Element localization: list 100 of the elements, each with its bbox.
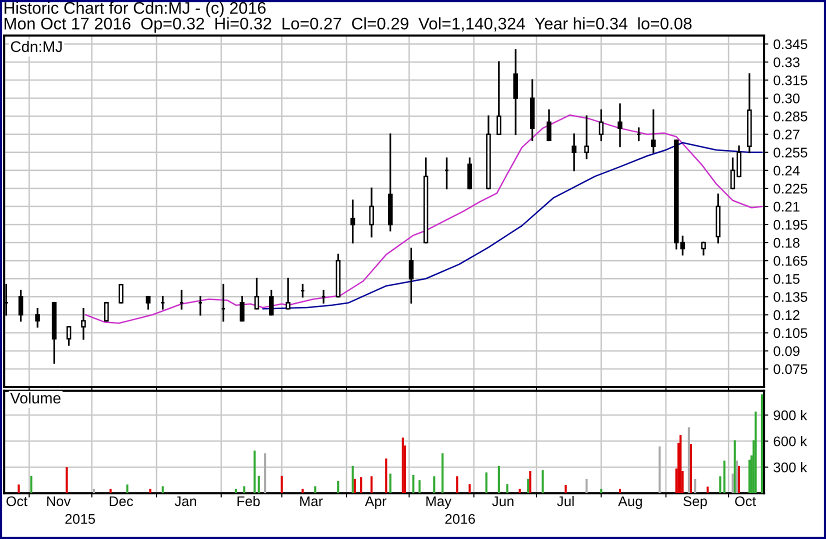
x-tick-label: Oct <box>735 496 756 506</box>
bar <box>732 474 734 494</box>
candlestick <box>546 109 552 142</box>
bar <box>337 481 340 494</box>
text: 2015 <box>65 514 95 524</box>
bar <box>402 438 404 494</box>
bar <box>370 476 373 494</box>
bar <box>498 466 500 494</box>
candlestick <box>66 326 72 346</box>
candlestick <box>254 278 260 310</box>
y-tick-label: 0.135 <box>774 292 808 302</box>
candlestick <box>35 308 40 328</box>
text: 2016 <box>445 514 475 524</box>
y-tick-label: 0.21 <box>774 202 800 212</box>
candlestick <box>598 109 604 142</box>
bar <box>456 476 458 494</box>
candlestick <box>104 302 109 322</box>
y-tick-label: 300 k <box>774 462 808 472</box>
chart-subtitle: Mon Oct 17 2016 Op=0.32 Hi=0.32 Lo=0.27 Cl=0.29 Vol=1,140,324 Year hi=0.34 lo=0.08 <box>4 17 692 33</box>
y-tick-label: 0.09 <box>774 346 800 356</box>
bar <box>30 476 32 494</box>
candlestick <box>369 188 374 238</box>
bar <box>680 435 682 494</box>
bar <box>738 466 740 494</box>
bar <box>280 476 283 494</box>
bar <box>162 486 164 494</box>
candlestick <box>408 248 414 304</box>
candlestick <box>286 278 290 310</box>
bar <box>258 476 260 494</box>
x-tick-label: Jul <box>557 496 574 506</box>
y-tick-label: 600 k <box>774 436 808 446</box>
bar <box>748 460 750 494</box>
candlestick <box>496 61 502 136</box>
y-tick-label: 0.18 <box>774 238 800 248</box>
bar <box>418 480 421 494</box>
y-axis-title: Volume <box>10 392 60 404</box>
bar <box>542 470 544 494</box>
bar <box>694 478 696 494</box>
bar <box>254 450 256 494</box>
y-tick-label: 0.315 <box>774 75 808 86</box>
y-tick-label: 900 k <box>774 410 808 420</box>
y-tick-label: 0.075 <box>774 364 808 374</box>
bar <box>412 474 414 494</box>
bar <box>734 440 736 494</box>
bar <box>66 467 68 494</box>
y-tick-label: 0.255 <box>774 148 808 158</box>
candlestick <box>81 308 86 340</box>
bar <box>360 477 362 494</box>
bar <box>760 394 764 494</box>
y-tick-label: 0.30 <box>774 93 800 104</box>
bar <box>723 460 726 494</box>
x-tick-label: Nov <box>47 496 71 506</box>
x-tick-label: May <box>426 496 452 509</box>
bar <box>385 458 388 494</box>
bar <box>314 486 316 494</box>
candlestick <box>651 109 656 154</box>
x-tick-label: Dec <box>110 496 134 506</box>
x-tick-label: Jun <box>492 496 514 506</box>
line-series <box>84 114 763 324</box>
candlestick <box>240 296 244 322</box>
candlestick <box>18 290 24 322</box>
bar <box>264 453 266 494</box>
candlestick <box>584 115 589 160</box>
bar <box>690 444 692 494</box>
y-tick-label: 0.285 <box>774 112 808 122</box>
bar <box>527 478 530 494</box>
bar <box>586 478 588 494</box>
y-tick-label: 0.105 <box>774 328 808 338</box>
bar <box>468 484 471 494</box>
candlestick <box>118 284 124 304</box>
bar <box>719 476 722 494</box>
bar <box>389 474 392 494</box>
bar <box>600 488 602 494</box>
y-tick-label: 0.225 <box>774 184 808 194</box>
bar <box>243 486 246 494</box>
x-tick-label: Jan <box>174 496 196 506</box>
bar <box>485 472 488 494</box>
candlestick <box>680 236 685 256</box>
bar <box>149 488 152 494</box>
candlestick <box>146 296 151 310</box>
bar <box>688 427 690 494</box>
bar <box>706 486 709 494</box>
x-tick-label: Aug <box>618 496 642 509</box>
y-tick-label: 0.12 <box>774 310 800 320</box>
candlestick <box>268 290 274 316</box>
candlestick <box>618 103 622 148</box>
y-tick-label: 0.195 <box>774 220 808 230</box>
y-tick-label: 0.165 <box>774 256 808 266</box>
y-tick-label: 0.33 <box>774 57 800 68</box>
candlestick <box>572 133 576 172</box>
candlestick <box>701 242 706 256</box>
bar <box>658 446 661 494</box>
bar <box>506 484 508 494</box>
bar <box>518 488 521 494</box>
bar <box>564 484 567 494</box>
bar <box>354 478 356 494</box>
x-tick-label: Oct <box>6 496 28 506</box>
chart-title: Historic Chart for Cdn:MJ - (c) 2016 <box>4 2 266 18</box>
bar <box>529 471 532 494</box>
x-tick-label: Mar <box>300 496 323 506</box>
